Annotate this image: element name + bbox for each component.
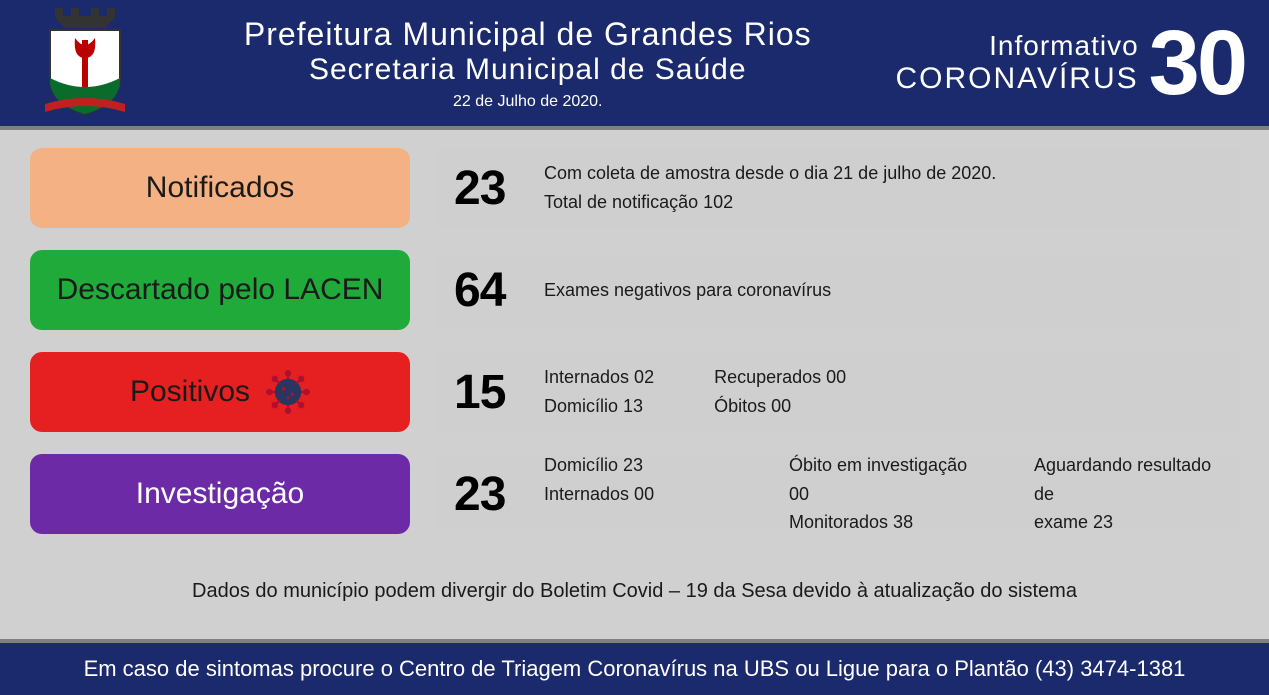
pill-label: Investigação — [136, 477, 304, 511]
header-bar: Prefeitura Municipal de Grandes Rios Sec… — [0, 0, 1269, 130]
notificados-detail-2: Total de notificação 102 — [544, 188, 1219, 217]
footer-bar: Em caso de sintomas procure o Centro de … — [0, 639, 1269, 695]
databox-notificados: 23 Com coleta de amostra desde o dia 21 … — [434, 148, 1239, 228]
pill-notificados: Notificados — [30, 148, 410, 228]
value-positivos: 15 — [454, 365, 544, 420]
databox-positivos: 15 Internados 02 Domicílio 13 Recuperado… — [434, 352, 1239, 432]
investigacao-internados: Internados 00 — [544, 480, 729, 509]
pill-label: Positivos — [130, 375, 250, 409]
content-area: Notificados 23 Com coleta de amostra des… — [0, 130, 1269, 603]
positivos-obitos: Óbitos 00 — [714, 392, 846, 421]
positivos-domicilio: Domicílio 13 — [544, 392, 654, 421]
disclaimer-text: Dados do município podem divergir do Bol… — [30, 580, 1239, 603]
value-descartado: 64 — [454, 263, 544, 318]
value-notificados: 23 — [454, 161, 544, 216]
notificados-detail-1: Com coleta de amostra desde o dia 21 de … — [544, 159, 1219, 188]
row-descartado: Descartado pelo LACEN 64 Exames negativo… — [30, 250, 1239, 330]
org-name-line1: Prefeitura Municipal de Grandes Rios — [160, 16, 896, 53]
investigacao-aguardando-2: exame 23 — [1034, 508, 1219, 537]
footer-text: Em caso de sintomas procure o Centro de … — [84, 656, 1186, 682]
investigacao-monitorados: Monitorados 38 — [789, 508, 974, 537]
bulletin-number: 30 — [1149, 17, 1245, 109]
investigacao-aguardando-1: Aguardando resultado de — [1034, 451, 1219, 509]
pill-positivos: Positivos — [30, 352, 410, 432]
municipal-crest-icon — [30, 8, 140, 118]
databox-investigacao: 23 Domicílio 23 Internados 00 Óbito em i… — [434, 454, 1239, 534]
investigacao-domicilio: Domicílio 23 — [544, 451, 729, 480]
pill-label: Descartado pelo LACEN — [57, 273, 384, 307]
descartado-detail-1: Exames negativos para coronavírus — [544, 276, 1219, 305]
row-investigacao: Investigação 23 Domicílio 23 Internados … — [30, 454, 1239, 534]
org-name-line2: Secretaria Municipal de Saúde — [160, 53, 896, 87]
row-notificados: Notificados 23 Com coleta de amostra des… — [30, 148, 1239, 228]
positivos-internados: Internados 02 — [544, 363, 654, 392]
pill-descartado: Descartado pelo LACEN — [30, 250, 410, 330]
info-label-1: Informativo — [896, 30, 1139, 62]
virus-icon — [266, 370, 310, 414]
bulletin-date: 22 de Julho de 2020. — [160, 93, 896, 111]
positivos-recuperados: Recuperados 00 — [714, 363, 846, 392]
value-investigacao: 23 — [454, 467, 544, 522]
databox-descartado: 64 Exames negativos para coronavírus — [434, 250, 1239, 330]
investigacao-obito: Óbito em investigação 00 — [789, 451, 974, 509]
pill-investigacao: Investigação — [30, 454, 410, 534]
header-title-block: Prefeitura Municipal de Grandes Rios Sec… — [160, 16, 896, 111]
bulletin-number-block: Informativo CORONAVÍRUS 30 — [896, 17, 1269, 109]
pill-label: Notificados — [146, 171, 294, 205]
row-positivos: Positivos — [30, 352, 1239, 432]
info-label-2: CORONAVÍRUS — [896, 62, 1139, 96]
